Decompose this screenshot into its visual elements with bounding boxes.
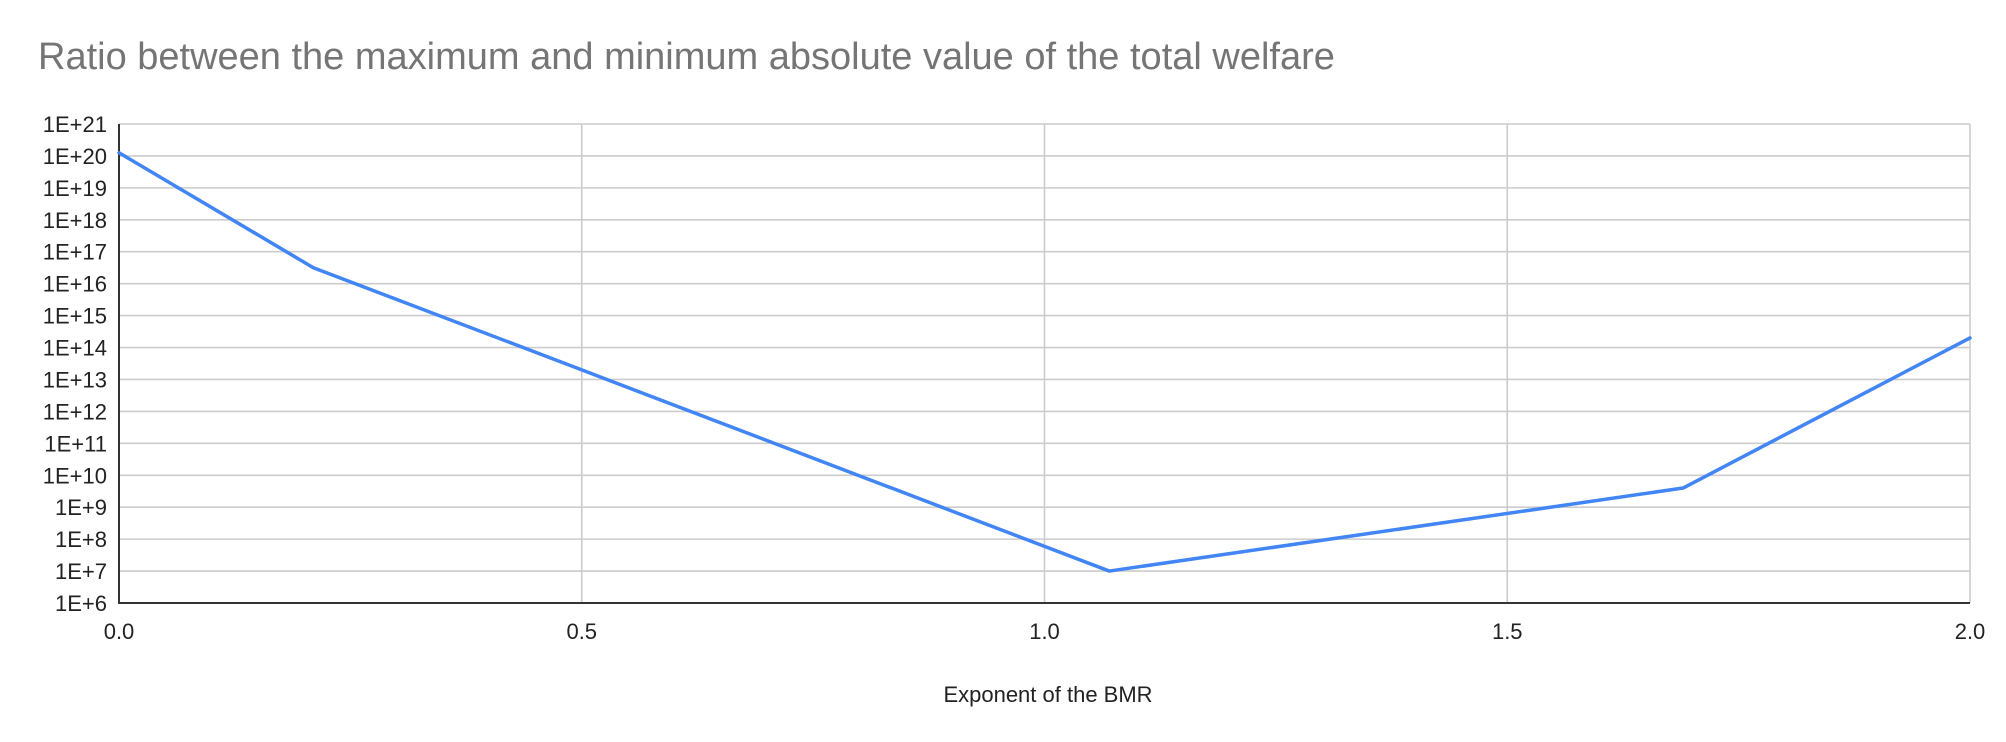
- y-tick-label: 1E+17: [43, 240, 107, 265]
- y-tick-label: 1E+21: [43, 112, 107, 137]
- chart-title: Ratio between the maximum and minimum ab…: [38, 36, 1335, 78]
- x-tick-label: 1.5: [1492, 619, 1523, 644]
- y-tick-label: 1E+19: [43, 176, 107, 201]
- y-tick-label: 1E+9: [55, 495, 107, 520]
- x-axis-title: Exponent of the BMR: [943, 682, 1152, 707]
- series-lines: [117, 150, 1972, 573]
- y-tick-label: 1E+14: [43, 336, 107, 361]
- y-tick-labels: 1E+6 1E+7 1E+8 1E+9 1E+10 1E+11 1E+12 1E+13 1E+1…: [43, 112, 107, 616]
- y-tick-label: 1E+7: [55, 559, 107, 584]
- y-tick-label: 1E+20: [43, 144, 107, 169]
- y-tick-label: 1E+10: [43, 463, 107, 488]
- y-tick-label: 1E+16: [43, 272, 107, 297]
- y-tick-label: 1E+6: [55, 591, 107, 616]
- y-tick-label: 1E+18: [43, 208, 107, 233]
- y-tick-label: 1E+8: [55, 527, 107, 552]
- x-tick-labels: 0.0 0.5 1.0 1.5 2.0: [104, 619, 1986, 644]
- y-tick-label: 1E+15: [43, 304, 107, 329]
- x-tick-label: 0.5: [566, 619, 597, 644]
- y-tick-label: 1E+11: [44, 431, 107, 456]
- x-tick-label: 1.0: [1029, 619, 1060, 644]
- gridlines: [119, 123, 1971, 604]
- y-tick-label: 1E+13: [43, 367, 107, 392]
- series-line: [117, 150, 1972, 573]
- y-tick-label: 1E+12: [43, 399, 107, 424]
- x-tick-label: 2.0: [1955, 619, 1986, 644]
- x-tick-label: 0.0: [104, 619, 135, 644]
- axes: [118, 124, 1970, 604]
